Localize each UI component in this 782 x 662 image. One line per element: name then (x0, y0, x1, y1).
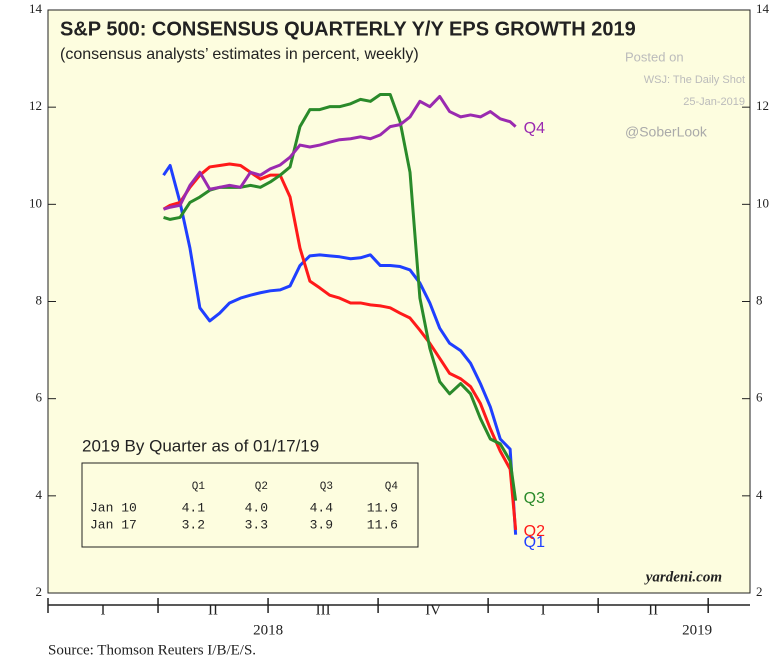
table-cell: 4.4 (310, 500, 334, 515)
y2-tick-label: 10 (756, 195, 769, 210)
series-line (162, 163, 518, 535)
series-label: Q3 (524, 490, 545, 507)
y2-tick-label: 6 (756, 390, 763, 405)
credit: yardeni.com (644, 569, 722, 585)
table-cell: 3.9 (310, 517, 333, 532)
table-cell: 4.1 (182, 500, 206, 515)
annotation: 25-Jan-2019 (683, 96, 745, 108)
y-tick-label: 4 (36, 487, 43, 502)
y2-tick-label: 8 (756, 292, 763, 307)
chart-title: S&P 500: CONSENSUS QUARTERLY Y/Y EPS GRO… (60, 18, 636, 40)
series-label: Q2 (524, 523, 545, 540)
table-header: Q4 (385, 481, 399, 493)
annotation: WSJ: The Daily Shot (644, 74, 745, 86)
y-tick-label: 2 (36, 584, 43, 599)
y2-tick-label: 12 (756, 98, 769, 113)
y-tick-label: 6 (36, 390, 43, 405)
table-cell: 11.9 (367, 500, 398, 515)
table-cell: 3.3 (245, 517, 268, 532)
table-cell: 11.6 (367, 517, 398, 532)
series-label: Q4 (524, 120, 545, 137)
x-tick-label: III (316, 602, 331, 618)
x-tick-label: IV (425, 602, 441, 618)
y2-tick-label: 14 (756, 1, 770, 16)
inset-table-box (81, 462, 419, 548)
table-header: Q3 (320, 481, 333, 493)
x-tick-label: II (208, 602, 218, 618)
table-header: Q2 (255, 481, 268, 493)
series-label: Q1 (524, 534, 545, 551)
table-cell: 4.0 (245, 500, 268, 515)
year-label: 2019 (682, 622, 712, 638)
y-tick-label: 10 (29, 195, 42, 210)
x-tick-label: I (101, 602, 106, 618)
series-line (163, 94, 517, 211)
table-cell: 3.2 (182, 517, 205, 532)
inset-title: 2019 By Quarter as of 01/17/19 (82, 436, 319, 455)
chart-subtitle: (consensus analysts’ estimates in percen… (60, 46, 419, 63)
table-row-label: Jan 10 (90, 500, 137, 515)
y-tick-label: 8 (36, 292, 43, 307)
annotation: Posted on (625, 49, 684, 64)
series-line (162, 162, 518, 530)
source: Source: Thomson Reuters I/B/E/S. (48, 642, 256, 658)
y2-tick-label: 4 (756, 487, 763, 502)
annotation: @SoberLook (625, 124, 708, 140)
year-label: 2018 (253, 622, 283, 638)
table-row-label: Jan 17 (90, 517, 137, 532)
x-tick-label: II (648, 602, 658, 618)
y-tick-label: 14 (29, 1, 43, 16)
y2-tick-label: 2 (756, 584, 763, 599)
table-header: Q1 (192, 481, 206, 493)
x-tick-label: I (541, 602, 546, 618)
y-tick-label: 12 (29, 98, 42, 113)
